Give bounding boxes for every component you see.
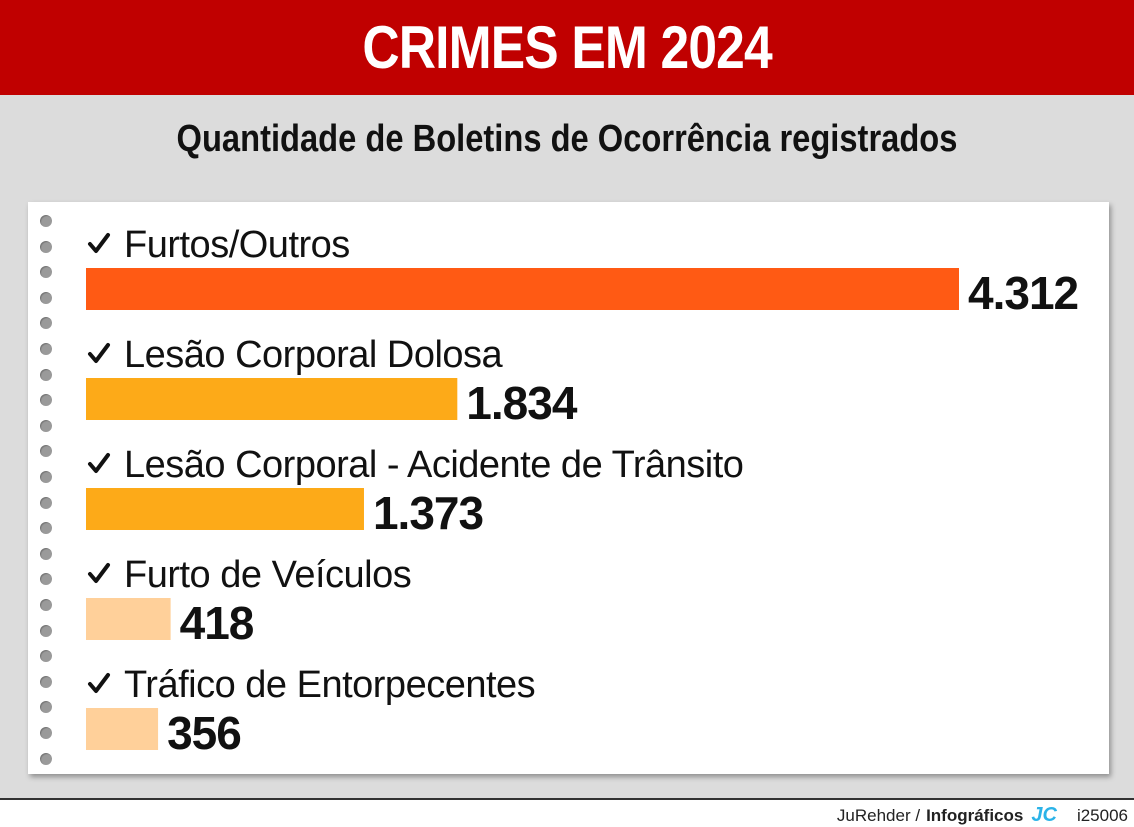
category-label: Furtos/Outros xyxy=(124,224,350,266)
binding-ring xyxy=(40,752,52,765)
check-icon xyxy=(88,673,110,693)
binding-ring xyxy=(40,650,52,663)
binding-ring xyxy=(40,624,52,637)
page-title: CRIMES EM 2024 xyxy=(362,14,772,81)
binding-ring xyxy=(40,368,52,381)
binding-ring xyxy=(40,701,52,714)
binding-ring xyxy=(40,291,52,304)
binding-ring xyxy=(40,343,52,355)
category-label: Tráfico de Entorpecentes xyxy=(124,664,535,706)
binding-ring xyxy=(40,675,52,688)
value-label: 1.373 xyxy=(373,487,483,539)
binding-ring xyxy=(40,419,52,432)
check-icon xyxy=(88,563,110,583)
binding-ring xyxy=(40,240,52,253)
value-label: 356 xyxy=(167,707,241,759)
header-banner: CRIMES EM 2024 xyxy=(0,0,1134,95)
binding-ring xyxy=(40,599,52,611)
binding-ring xyxy=(40,215,52,227)
value-label: 4.312 xyxy=(968,267,1078,319)
credit-agency: Infográficos xyxy=(926,806,1024,825)
notebook-rings xyxy=(28,202,68,774)
chart-subtitle: Quantidade de Boletins de Ocorrência reg… xyxy=(176,118,958,160)
chart-card: Furtos/Outros 4.312 Lesão Corporal Dolosa 1… xyxy=(28,202,1109,774)
bar xyxy=(86,268,959,310)
binding-ring xyxy=(40,496,52,509)
check-icon xyxy=(88,343,110,363)
binding-ring xyxy=(40,727,52,739)
category-label: Lesão Corporal - Acidente de Trânsito xyxy=(124,444,743,486)
bar xyxy=(86,598,171,640)
binding-ring xyxy=(40,317,52,330)
binding-ring xyxy=(40,547,52,560)
bar xyxy=(86,378,458,420)
credits: JuRehder / Infográficos JC i25006 xyxy=(837,804,1128,827)
binding-ring xyxy=(40,266,52,279)
value-label: 1.834 xyxy=(466,377,578,429)
bar xyxy=(86,708,159,750)
credit-author: JuRehder / xyxy=(836,806,921,825)
value-label: 418 xyxy=(180,597,254,649)
check-icon xyxy=(88,453,110,473)
check-icon xyxy=(88,233,110,253)
category-label: Lesão Corporal Dolosa xyxy=(124,334,504,376)
binding-ring xyxy=(40,394,52,407)
credit-code: i25006 xyxy=(1076,806,1128,825)
binding-ring xyxy=(40,573,52,586)
jc-logo: JC xyxy=(1031,804,1057,826)
binding-ring xyxy=(40,471,52,483)
bar xyxy=(86,488,364,530)
category-label: Furto de Veículos xyxy=(124,554,411,596)
binding-ring xyxy=(40,445,52,458)
binding-ring xyxy=(40,522,52,535)
footer-divider xyxy=(0,798,1134,800)
